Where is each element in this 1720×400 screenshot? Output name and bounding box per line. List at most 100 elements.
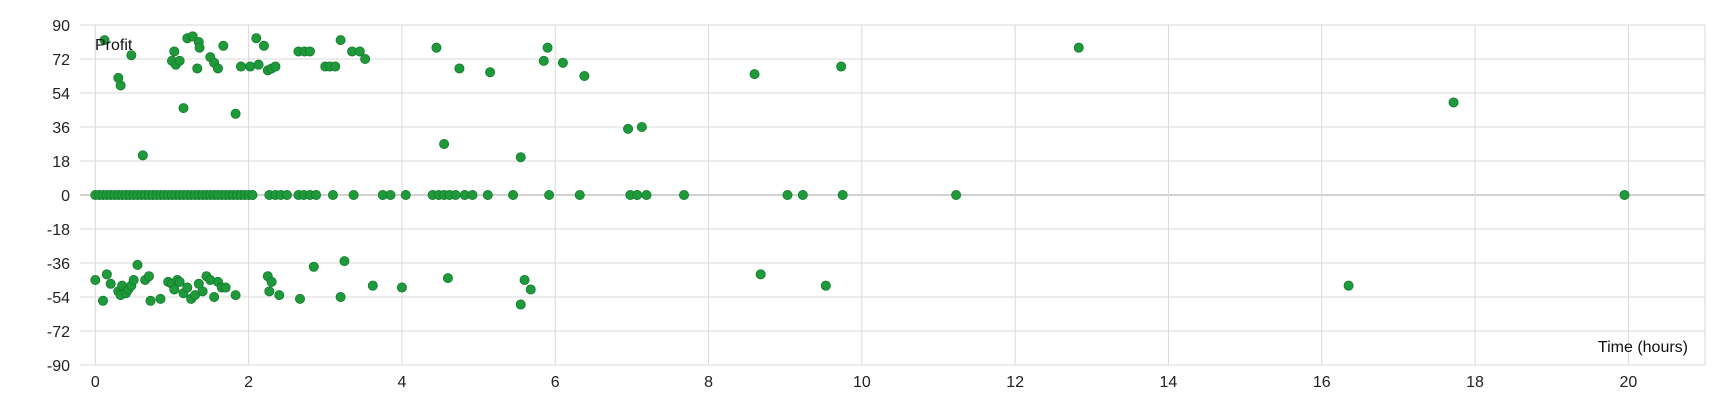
data-point — [679, 189, 690, 200]
data-point — [174, 276, 185, 287]
data-point — [101, 269, 112, 280]
data-point — [128, 274, 139, 285]
y-tick-label: 36 — [52, 120, 70, 137]
x-tick-label: 2 — [244, 374, 253, 391]
data-point — [99, 35, 110, 46]
data-points — [90, 31, 1630, 310]
data-point — [264, 286, 275, 297]
y-axis-title: Profit — [95, 37, 133, 54]
data-point — [837, 189, 848, 200]
data-point — [348, 189, 359, 200]
data-point — [230, 290, 241, 301]
y-tick-label: 0 — [61, 188, 70, 205]
data-point — [270, 61, 281, 72]
data-point — [1619, 189, 1630, 200]
data-point — [542, 42, 553, 53]
data-point — [508, 189, 519, 200]
x-tick-label: 6 — [551, 374, 560, 391]
data-point — [235, 61, 246, 72]
x-tick-label: 10 — [853, 374, 871, 391]
x-tick-label: 14 — [1160, 374, 1178, 391]
data-point — [579, 71, 590, 82]
y-tick-label: -54 — [47, 290, 70, 307]
x-tick-label: 20 — [1619, 374, 1637, 391]
data-point — [304, 46, 315, 57]
data-point — [1343, 280, 1354, 291]
data-point — [247, 189, 258, 200]
data-point — [335, 35, 346, 46]
y-tick-label: -18 — [47, 222, 70, 239]
data-point — [132, 259, 143, 270]
x-tick-label: 12 — [1006, 374, 1024, 391]
data-point — [182, 282, 193, 293]
data-point — [482, 189, 493, 200]
data-point — [97, 295, 108, 306]
data-point — [174, 55, 185, 66]
data-point — [145, 295, 156, 306]
y-tick-label: 72 — [52, 52, 70, 69]
data-point — [797, 189, 808, 200]
data-point — [212, 63, 223, 74]
data-point — [218, 40, 229, 51]
y-tick-label: -36 — [47, 256, 70, 273]
data-point — [194, 42, 205, 53]
data-point — [820, 280, 831, 291]
data-point — [339, 256, 350, 267]
data-point — [574, 189, 585, 200]
data-point — [632, 189, 643, 200]
data-point — [294, 293, 305, 304]
data-point — [467, 189, 478, 200]
data-point — [230, 108, 241, 119]
data-point — [126, 50, 137, 61]
data-point — [623, 123, 634, 134]
data-point — [105, 278, 116, 289]
data-point — [360, 54, 371, 65]
data-point — [245, 61, 256, 72]
data-point — [209, 291, 220, 302]
data-point — [538, 55, 549, 66]
data-point — [354, 46, 365, 57]
y-tick-label: 90 — [52, 18, 70, 35]
data-point — [749, 69, 760, 80]
x-tick-label: 0 — [91, 374, 100, 391]
x-tick-label: 18 — [1466, 374, 1484, 391]
data-point — [519, 274, 530, 285]
data-point — [274, 290, 285, 301]
data-point — [515, 152, 526, 163]
data-point — [400, 189, 411, 200]
data-point — [442, 273, 453, 284]
y-tick-label: -90 — [47, 358, 70, 375]
x-tick-label: 16 — [1313, 374, 1331, 391]
x-axis-title: Time (hours) — [1598, 339, 1688, 356]
x-tick-label: 8 — [704, 374, 713, 391]
x-tick-labels: 0 2 4 6 8 10 12 14 16 18 20 — [91, 374, 1637, 391]
data-point — [169, 284, 180, 295]
data-point — [385, 189, 396, 200]
data-point — [951, 189, 962, 200]
data-point — [251, 33, 262, 44]
data-point — [253, 59, 264, 70]
data-point — [281, 189, 292, 200]
data-point — [137, 150, 148, 161]
data-point — [1448, 97, 1459, 108]
data-point — [335, 291, 346, 302]
data-point — [266, 276, 277, 287]
data-point — [636, 122, 647, 133]
data-point — [755, 269, 766, 280]
data-point — [90, 274, 101, 285]
data-point — [439, 138, 450, 149]
data-point — [836, 61, 847, 72]
x-tick-label: 4 — [397, 374, 406, 391]
data-point — [187, 31, 198, 42]
data-point — [330, 61, 341, 72]
y-tick-labels: 90 72 54 36 18 0 -18 -36 -54 -72 -90 — [47, 18, 70, 375]
data-point — [308, 261, 319, 272]
data-point — [327, 189, 338, 200]
y-tick-label: -72 — [47, 324, 70, 341]
data-point — [367, 280, 378, 291]
data-point — [169, 46, 180, 57]
data-point — [258, 40, 269, 51]
data-point — [485, 67, 496, 78]
data-point — [454, 63, 465, 74]
